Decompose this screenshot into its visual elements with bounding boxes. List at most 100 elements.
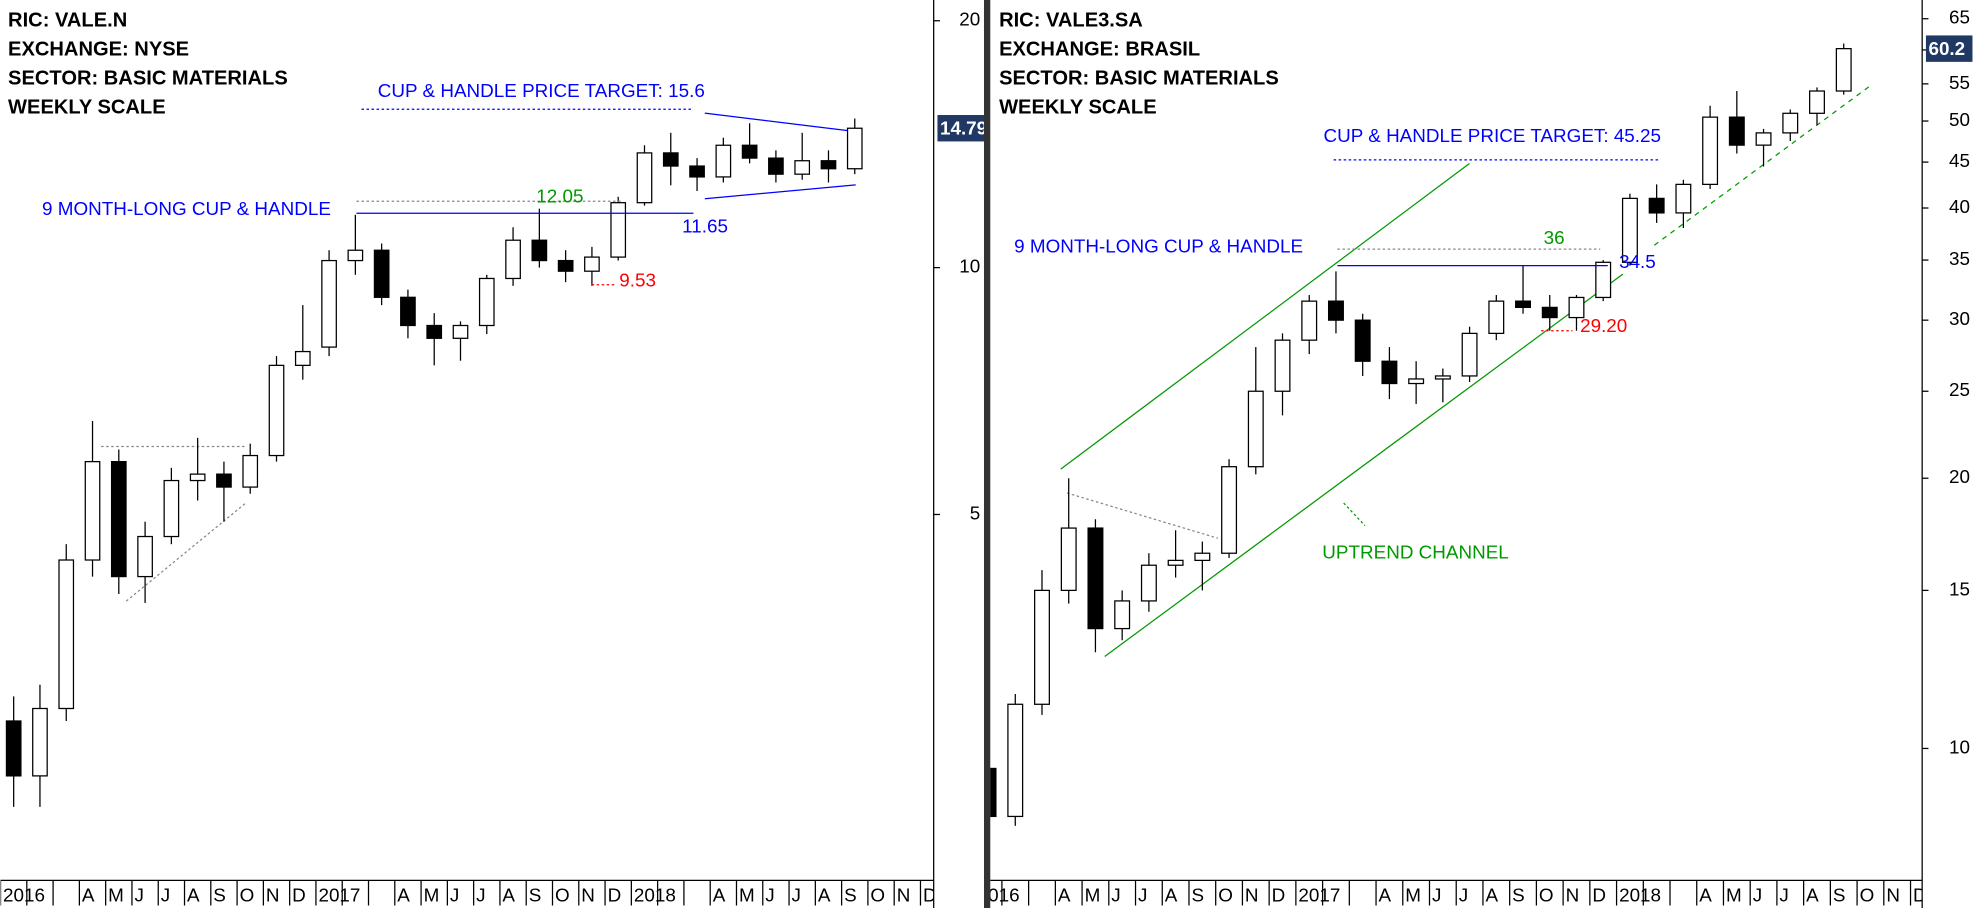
candle-body [1728, 116, 1745, 146]
x-tick-label: S [1512, 885, 1525, 906]
x-tick-label: 2016 [978, 885, 1020, 906]
candle-body [452, 324, 469, 339]
candle-body [636, 152, 653, 204]
x-tick-label: D [292, 885, 306, 906]
y-tick-label: 50 [1949, 109, 1970, 130]
x-tick-label: S [529, 885, 542, 906]
candle-body [1515, 300, 1532, 309]
y-tick-label: 10 [959, 256, 980, 277]
x-tick-label: S [213, 885, 226, 906]
candle-body [268, 364, 285, 457]
price-tag: 60.2 [1925, 35, 1973, 62]
price-tag: 14.79 [937, 115, 984, 142]
candle-body [531, 239, 548, 262]
x-tick-label: M [108, 885, 124, 906]
candle-body [1782, 112, 1799, 134]
x-tick-label: J [161, 885, 170, 906]
x-tick-label: A [713, 885, 726, 906]
x-tick-label: J [792, 885, 801, 906]
x-tick-label: D [923, 885, 937, 906]
candle-body [84, 460, 101, 561]
candle-body [794, 160, 811, 175]
candle-body [1488, 300, 1505, 335]
candle-body [505, 239, 521, 280]
candle-body [1140, 564, 1157, 602]
x-tick-label: M [1726, 885, 1742, 906]
candle-body [478, 277, 495, 327]
x-tick-label: M [424, 885, 440, 906]
annotation: CUP & HANDLE PRICE TARGET: 45.25 [1324, 125, 1662, 146]
x-tick-label: J [450, 885, 459, 906]
x-tick-label: M [739, 885, 755, 906]
pointer-line [1343, 502, 1366, 527]
candle-body [1060, 527, 1077, 592]
candle-body [373, 249, 390, 298]
x-tick-label: A [1058, 885, 1071, 906]
x-tick-label: A [1485, 885, 1498, 906]
x-tick-label: N [266, 885, 280, 906]
x-tick-label: S [1191, 885, 1204, 906]
plot-area: 2016 A M J J A S O N D 2017 A M J J A S O N D 2018 A M J J A S O N D [978, 43, 1922, 906]
candle-body [1381, 360, 1398, 385]
candle-body [1595, 261, 1612, 299]
info-line: RIC: VALE3.SA [999, 10, 1143, 32]
info-line: EXCHANGE: BRASIL [999, 39, 1200, 61]
pattern-lines [101, 85, 1871, 657]
candle-body [216, 473, 232, 488]
x-tick-label: 2016 [3, 885, 45, 906]
x-tick-label: O [240, 885, 255, 906]
y-tick-label: 15 [1949, 578, 1970, 599]
candle-body [1408, 378, 1425, 385]
y-tick-label: 30 [1949, 308, 1970, 329]
annotation: 9.53 [619, 270, 656, 291]
x-tick-label: A [502, 885, 515, 906]
candle-body [189, 473, 206, 482]
annotation: CUP & HANDLE PRICE TARGET: 15.6 [378, 80, 705, 101]
triangle-line [704, 112, 860, 133]
x-tick-label: J [1753, 885, 1762, 906]
x-tick-label: N [1245, 885, 1259, 906]
x-tick-label: J [134, 885, 143, 906]
plot-area: 2016 A M J J A S O N D 2017 A M J J A S O N D 2018 A M J J A S O N D [0, 108, 937, 906]
candle-body [768, 157, 784, 175]
candle-body [1034, 589, 1050, 705]
candle-body [990, 767, 997, 818]
candle-body [321, 259, 337, 348]
candle-body [1648, 197, 1665, 214]
candle-body [347, 249, 364, 262]
y-tick-label: 40 [1949, 196, 1970, 217]
candle-body [689, 165, 705, 178]
annotation: 12.05 [536, 185, 583, 206]
annotation: 11.65 [682, 216, 728, 237]
x-tick-label: O [555, 885, 570, 906]
x-tick-label: N [897, 885, 911, 906]
candle-body [1809, 90, 1825, 114]
x-tick-label: A [1379, 885, 1392, 906]
x-tick-label: J [1432, 885, 1441, 906]
x-tick-label: A [1165, 885, 1178, 906]
x-tick-label: D [1272, 885, 1286, 906]
annotation: 9 MONTH-LONG CUP & HANDLE [1014, 236, 1303, 257]
x-tick-label: 2018 [634, 885, 676, 906]
info-line: WEEKLY SCALE [999, 96, 1157, 118]
y-tick-label: 20 [1949, 466, 1970, 487]
y-tick-label: 25 [1949, 379, 1970, 400]
candle-body [1755, 132, 1772, 146]
candle-body [1114, 600, 1131, 630]
candle-body [1434, 375, 1451, 380]
info-line: RIC: VALE.N [8, 10, 127, 32]
x-tick-label: J [765, 885, 774, 906]
candle-body [1568, 296, 1585, 319]
candle-body [110, 460, 127, 578]
candle-body [662, 152, 679, 167]
price-tag-label: 60.2 [1928, 38, 1965, 59]
candle-body [1675, 183, 1692, 214]
support-line [125, 502, 247, 602]
candle-body [1327, 300, 1344, 321]
x-tick-label: A [187, 885, 200, 906]
info-line: SECTOR: BASIC MATERIALS [8, 68, 288, 90]
x-tick-label: D [608, 885, 622, 906]
candle-body [137, 535, 153, 578]
candle-body [1247, 390, 1264, 468]
